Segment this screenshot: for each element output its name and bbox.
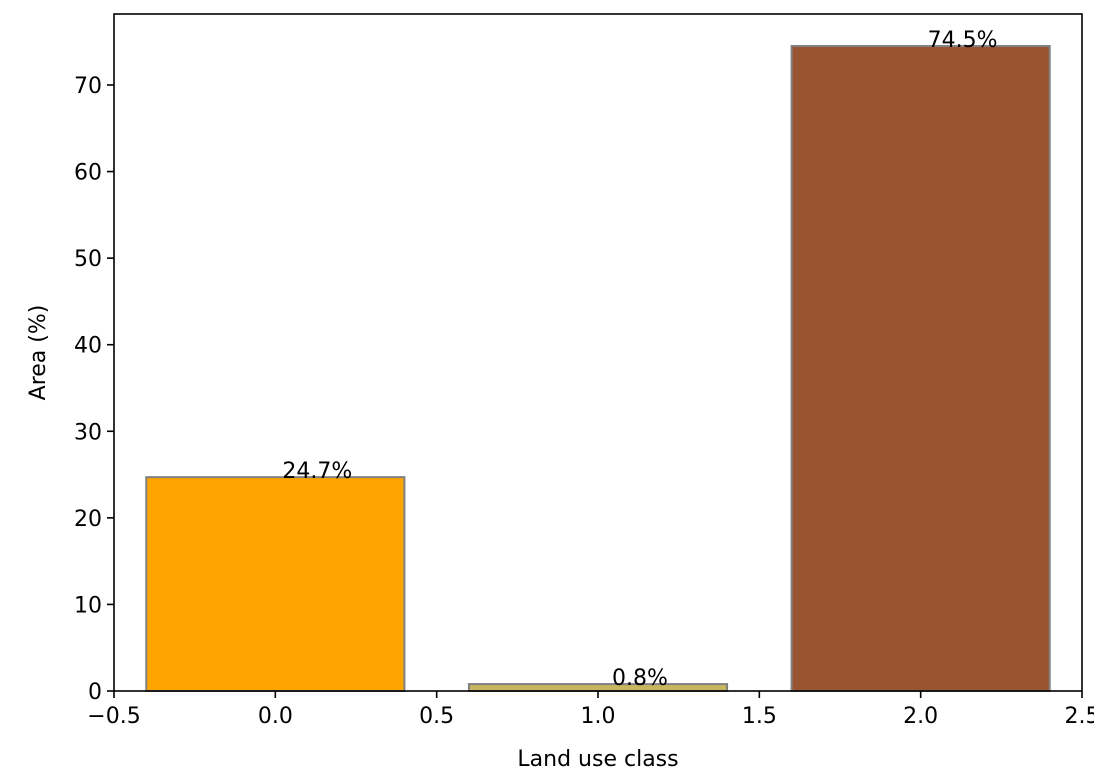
- bar: [467, 683, 729, 692]
- y-tick-label: 40: [74, 334, 102, 359]
- x-tick-label: 0.0: [258, 704, 293, 729]
- bar-data-label: 24.7%: [282, 459, 352, 484]
- x-tick-label: 0.5: [419, 704, 454, 729]
- bar-data-label: 74.5%: [928, 28, 998, 53]
- bars-layer: [145, 45, 1051, 692]
- y-tick-label: 70: [74, 74, 102, 99]
- x-tick-label: 1.5: [742, 704, 777, 729]
- bar-labels-layer: 24.7% 0.8% 74.5%: [282, 28, 997, 691]
- x-tick-label: −0.5: [87, 704, 140, 729]
- y-tick-label: 50: [74, 247, 102, 272]
- y-axis-title: Area (%): [26, 305, 51, 401]
- bar: [145, 476, 406, 692]
- y-tick-label: 0: [88, 680, 102, 705]
- x-tick-label: 2.5: [1065, 704, 1094, 729]
- x-tick-label: 1.0: [581, 704, 616, 729]
- y-tick-label: 30: [74, 420, 102, 445]
- x-tick-label: 2.0: [903, 704, 938, 729]
- bar: [790, 45, 1051, 692]
- x-axis-ticks: −0.5 0.0 0.5 1.0 1.5 2.0 2.5: [87, 691, 1094, 729]
- y-tick-label: 20: [74, 507, 102, 532]
- y-tick-label: 60: [74, 161, 102, 186]
- x-axis-title: Land use class: [517, 747, 678, 772]
- y-axis-ticks: 0 10 20 30 40 50 60 70: [74, 74, 114, 705]
- bar-data-label: 0.8%: [612, 666, 668, 691]
- y-tick-label: 10: [74, 593, 102, 618]
